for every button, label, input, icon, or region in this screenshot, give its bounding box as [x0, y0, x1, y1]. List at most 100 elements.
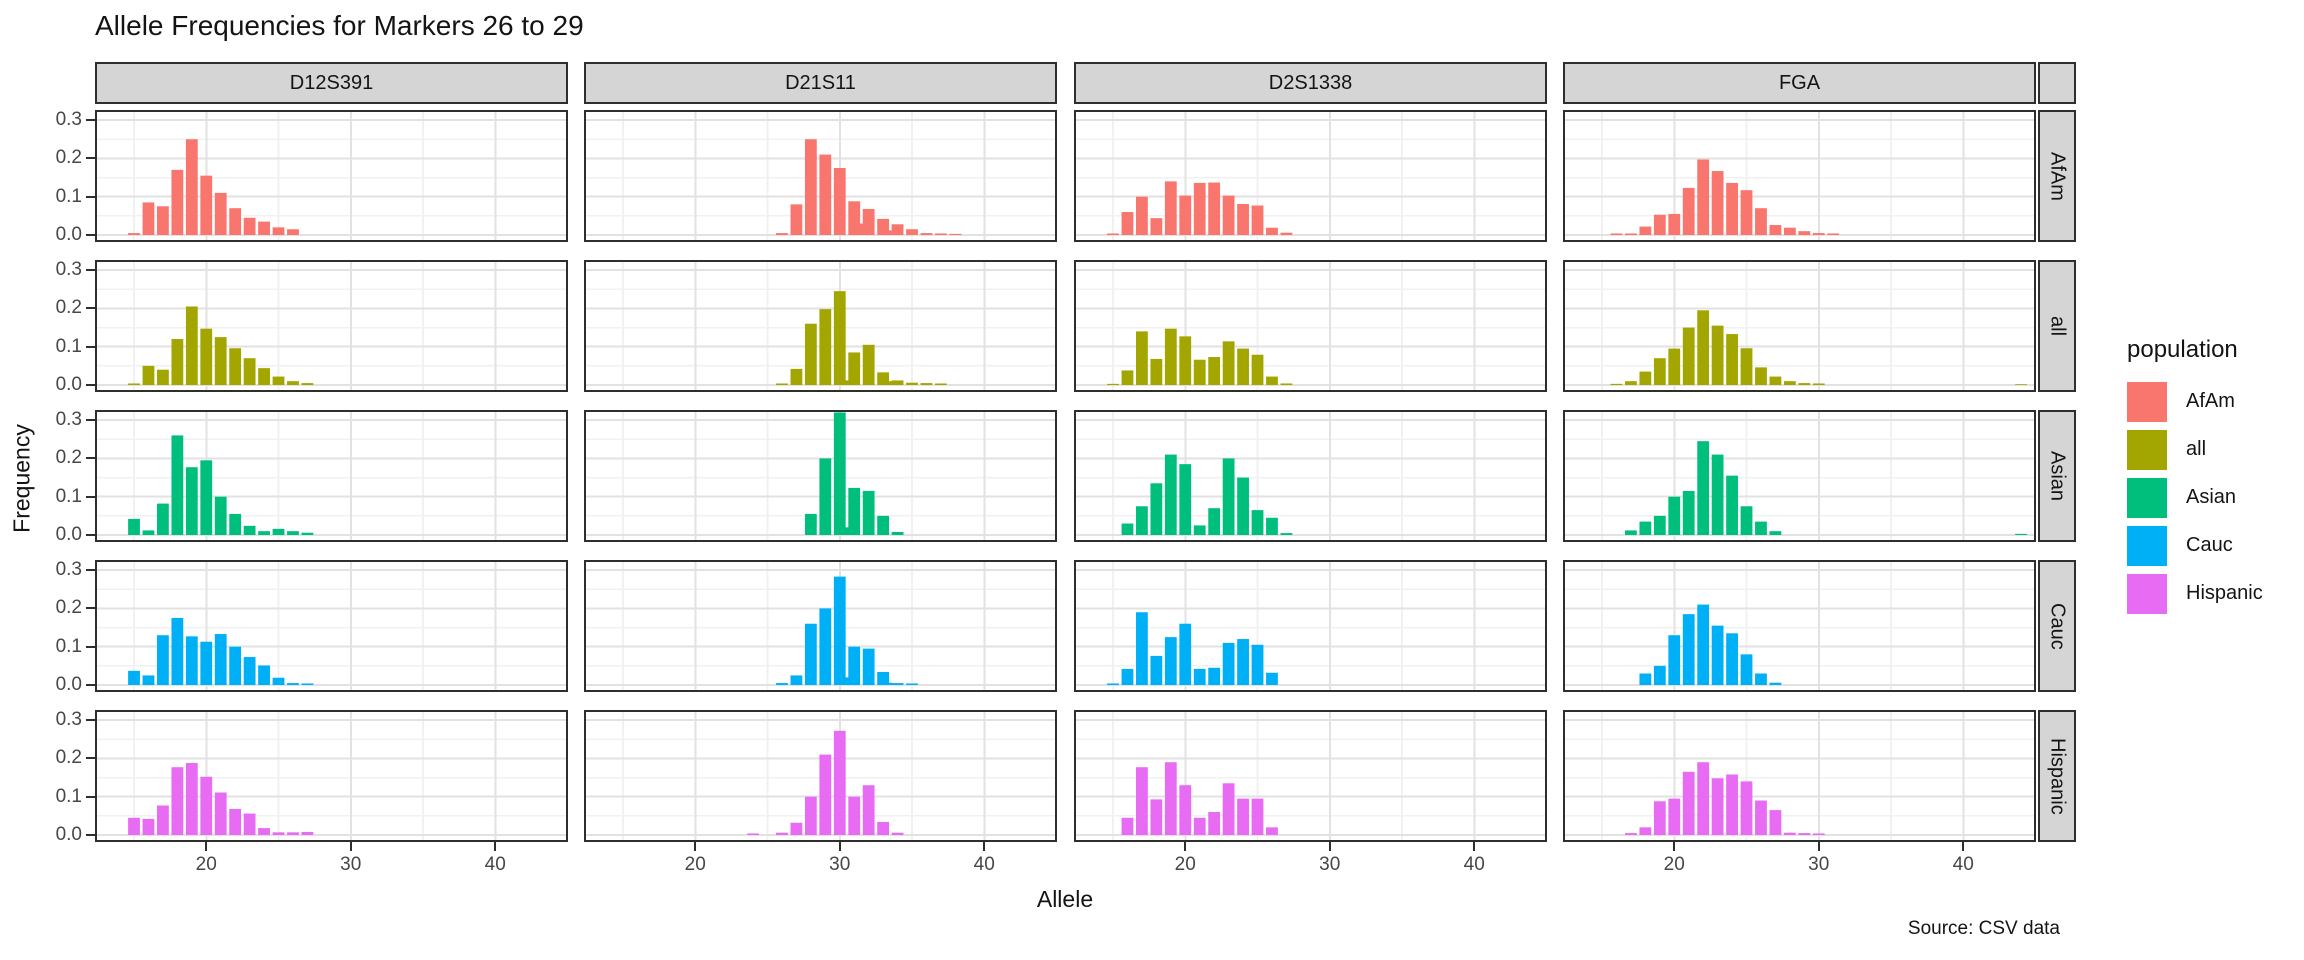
- freq-bar: [1726, 182, 1738, 235]
- freq-bar: [1812, 233, 1825, 235]
- panel-border: [95, 260, 568, 392]
- freq-bar: [804, 623, 817, 685]
- y-axis-tick: [86, 719, 95, 722]
- freq-bar: [1136, 196, 1148, 235]
- legend-label-hispanic: Hispanic: [2186, 582, 2263, 604]
- freq-bar: [1222, 783, 1235, 835]
- panel-border: [584, 560, 1057, 692]
- freq-bar: [1150, 799, 1163, 835]
- panel-fga-afam: [1563, 110, 2037, 242]
- panel-border: [1563, 560, 2036, 692]
- y-tick-label: 0.0: [55, 824, 82, 845]
- freq-bar: [1740, 348, 1753, 385]
- y-axis-tick: [86, 419, 95, 422]
- freq-bar: [836, 527, 849, 535]
- y-axis-tick: [86, 345, 95, 348]
- freq-bar: [171, 169, 184, 235]
- freq-bar: [1222, 642, 1235, 685]
- freq-bar: [229, 513, 242, 535]
- freq-bar: [1179, 195, 1192, 235]
- freq-bar: [1682, 614, 1695, 685]
- freq-bar: [1783, 227, 1796, 235]
- y-tick-label: 0.3: [55, 409, 82, 431]
- freq-bar: [1107, 383, 1119, 385]
- freq-bar: [877, 218, 890, 235]
- freq-bar: [128, 518, 140, 535]
- facet-row-strip-label: Asian: [2046, 450, 2069, 502]
- freq-bar: [790, 204, 803, 235]
- facet-col-strip-fga: FGA: [1563, 62, 2036, 104]
- freq-bar: [1653, 665, 1666, 685]
- freq-bar: [1164, 637, 1177, 685]
- legend-label-all: all: [2186, 438, 2207, 460]
- freq-bar: [1193, 525, 1206, 535]
- freq-bar: [1682, 327, 1695, 385]
- panel-d12s391-afam: [95, 110, 569, 242]
- freq-bar: [1682, 490, 1695, 535]
- panel-d2s1338-asian: [1074, 410, 1548, 542]
- y-tick-label: 0.3: [55, 709, 82, 731]
- freq-bar: [776, 683, 788, 685]
- panel-border: [1074, 710, 1547, 842]
- legend-label-afam: AfAm: [2186, 390, 2235, 412]
- panel-canvas: [584, 560, 1058, 692]
- facet-row-strip-label: Hispanic: [2046, 737, 2069, 815]
- freq-bar: [1755, 208, 1767, 235]
- panel-border: [1563, 710, 2036, 842]
- freq-bar: [1121, 668, 1134, 685]
- freq-bar: [200, 460, 213, 535]
- y-tick-label: 0.0: [55, 524, 82, 545]
- y-tick-label: 0.1: [55, 185, 82, 207]
- freq-bar: [1251, 644, 1264, 685]
- panel-d12s391-asian: [95, 410, 569, 542]
- freq-bar: [906, 229, 918, 235]
- legend-key-asian: [2127, 478, 2167, 518]
- freq-bar: [1668, 798, 1681, 835]
- freq-bar: [1769, 376, 1782, 385]
- freq-bar: [1208, 812, 1221, 835]
- freq-bar: [1697, 762, 1710, 835]
- freq-bar: [935, 383, 947, 385]
- y-axis-tick: [86, 795, 95, 798]
- freq-bar: [1740, 506, 1753, 535]
- freq-bar: [1251, 510, 1264, 535]
- freq-bar: [185, 636, 198, 685]
- legend-key-cauc: [2127, 526, 2167, 566]
- freq-bar: [1769, 225, 1782, 235]
- freq-bar: [1653, 801, 1666, 835]
- freq-bar: [1827, 233, 1840, 235]
- freq-bar: [272, 832, 285, 835]
- y-axis-tick: [86, 119, 95, 122]
- freq-bar: [1280, 383, 1293, 385]
- facet-col-strip-label: FGA: [1778, 71, 1821, 94]
- panel-d2s1338-cauc: [1074, 560, 1548, 692]
- freq-bar: [301, 831, 314, 835]
- freq-bar: [1726, 774, 1738, 835]
- freq-bar: [880, 230, 892, 235]
- freq-bar: [200, 328, 213, 385]
- freq-bar: [243, 657, 256, 685]
- freq-bar: [142, 818, 155, 835]
- freq-bar: [819, 309, 832, 385]
- freq-bar: [229, 646, 242, 685]
- panel-fga-cauc: [1563, 560, 2037, 692]
- freq-bar: [949, 233, 962, 235]
- freq-bar: [1121, 523, 1134, 535]
- panel-border: [1563, 260, 2036, 392]
- freq-bar: [1150, 358, 1163, 385]
- freq-bar: [1740, 190, 1753, 235]
- legend-label-asian: Asian: [2186, 486, 2237, 508]
- freq-bar: [1193, 817, 1206, 835]
- freq-bar: [229, 808, 242, 835]
- legend-key-afam: [2127, 382, 2167, 422]
- facet-col-strip-d21s11: D21S11: [584, 62, 1057, 104]
- facet-row-strip-asian: Asian: [2038, 410, 2076, 542]
- freq-bar: [1179, 336, 1192, 385]
- freq-bar: [1653, 515, 1666, 535]
- freq-bar: [301, 532, 314, 535]
- freq-bar: [1237, 639, 1249, 685]
- panel-canvas: [584, 710, 1058, 842]
- freq-bar: [1266, 227, 1278, 235]
- freq-bar: [128, 817, 140, 835]
- freq-bar: [1711, 171, 1724, 235]
